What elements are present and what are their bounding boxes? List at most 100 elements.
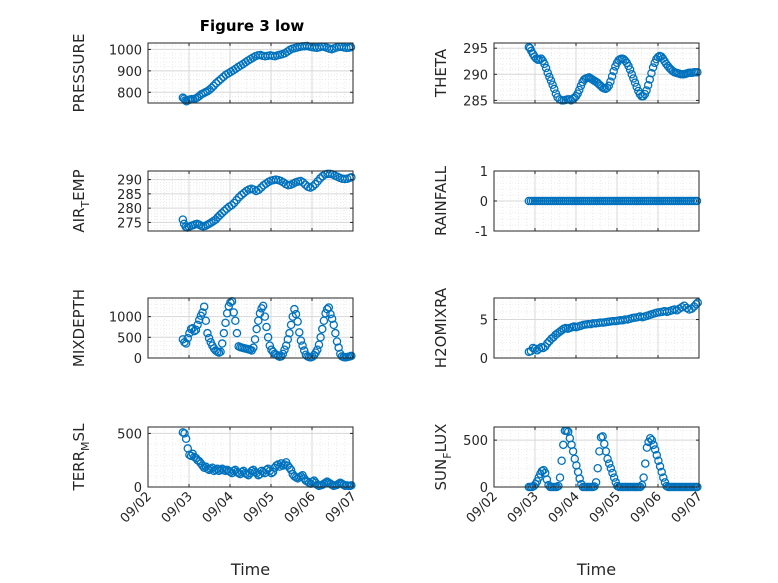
- data-point: [647, 69, 656, 78]
- data-series: [178, 169, 356, 232]
- data-point: [687, 304, 696, 314]
- y-tick-label: 275: [117, 216, 142, 231]
- data-point: [220, 206, 229, 216]
- data-point: [215, 211, 224, 220]
- data-point: [216, 347, 225, 357]
- data-point: [201, 316, 211, 326]
- y-axis-label-main: H2OMIXRA: [432, 287, 450, 368]
- data-point: [608, 468, 617, 478]
- data-point: [609, 473, 619, 482]
- y-tick-label: 500: [117, 331, 142, 346]
- data-point: [209, 81, 218, 91]
- data-series: [524, 42, 702, 105]
- data-point: [657, 467, 666, 477]
- y-tick-label: 285: [117, 188, 142, 203]
- data-point: [221, 318, 230, 328]
- data-point: [603, 454, 612, 464]
- figure-title: Figure 3 low: [200, 17, 305, 35]
- data-point: [629, 74, 638, 83]
- y-axis-label-main: MIXDEPTH: [70, 289, 88, 367]
- data-point: [647, 435, 657, 445]
- data-point: [252, 324, 261, 334]
- data-point: [546, 76, 556, 85]
- data-point: [604, 81, 614, 91]
- data-point: [548, 80, 557, 89]
- y-axis-label-subscript: M: [79, 441, 92, 451]
- plot-area: [494, 43, 699, 103]
- data-point: [654, 456, 663, 465]
- data-point: [575, 85, 584, 95]
- y-tick-label: 900: [117, 65, 142, 80]
- data-point: [606, 463, 616, 473]
- data-point: [260, 312, 270, 321]
- data-point: [331, 328, 340, 338]
- data-point: [268, 467, 278, 477]
- data-point: [693, 67, 702, 77]
- data-point: [286, 320, 296, 330]
- data-point: [295, 328, 304, 337]
- y-tick-label: 1000: [109, 311, 142, 326]
- data-point: [216, 74, 226, 84]
- y-tick-label: 280: [117, 202, 142, 217]
- data-series: [524, 196, 702, 206]
- data-point: [313, 345, 322, 354]
- data-point: [198, 308, 207, 317]
- y-axis-label: H2OMIXRA: [432, 287, 450, 368]
- y-tick-label: 500: [463, 434, 488, 449]
- data-point: [286, 465, 296, 475]
- axis-box: [147, 170, 354, 232]
- y-tick-label: 0: [134, 352, 142, 367]
- data-point: [191, 325, 201, 335]
- data-point: [347, 481, 356, 490]
- subplot-rainfall: -1 0 1 RAINFALL: [432, 165, 702, 240]
- data-point: [591, 478, 601, 487]
- data-point: [203, 328, 212, 338]
- y-tick-label: 800: [117, 86, 142, 101]
- data-point: [609, 66, 618, 76]
- data-point: [298, 178, 308, 187]
- data-point: [258, 301, 268, 311]
- data-point: [308, 182, 318, 191]
- data-point: [181, 339, 191, 348]
- y-axis-label: RAINFALL: [432, 165, 450, 236]
- data-point: [542, 475, 552, 484]
- y-tick-label: 290: [117, 174, 142, 189]
- data-point: [650, 445, 660, 454]
- y-tick-label: 0: [480, 352, 488, 367]
- data-point: [604, 459, 614, 468]
- data-point: [642, 86, 651, 95]
- data-point: [691, 299, 701, 309]
- data-point: [554, 481, 563, 491]
- data-point: [332, 337, 342, 346]
- y-axis-label: SUNFLUX: [432, 424, 454, 491]
- data-point: [283, 335, 293, 344]
- data-point: [655, 462, 665, 471]
- data-series: [524, 298, 703, 357]
- data-point: [207, 83, 216, 93]
- data-point: [530, 344, 540, 354]
- data-point: [281, 341, 291, 350]
- y-axis-label-tail: SL: [70, 423, 88, 442]
- data-point: [557, 456, 566, 465]
- data-point: [293, 317, 302, 326]
- data-point: [625, 65, 635, 74]
- subplot-h2omixra: 0 5 H2OMIXRA: [432, 287, 703, 368]
- axis-box: [493, 42, 700, 104]
- data-point: [199, 302, 209, 311]
- data-point: [232, 328, 242, 338]
- data-point: [318, 171, 327, 181]
- data-point: [180, 429, 189, 438]
- data-point: [543, 68, 552, 77]
- data-point: [219, 328, 229, 338]
- data-point: [280, 345, 289, 354]
- data-point: [652, 450, 662, 460]
- data-point: [181, 434, 191, 444]
- data-point: [234, 193, 244, 202]
- data-point: [217, 209, 227, 218]
- y-axis-label: TERRMSL: [70, 423, 92, 492]
- data-point: [298, 341, 307, 350]
- data-point: [593, 463, 602, 473]
- plot-area: [148, 43, 353, 103]
